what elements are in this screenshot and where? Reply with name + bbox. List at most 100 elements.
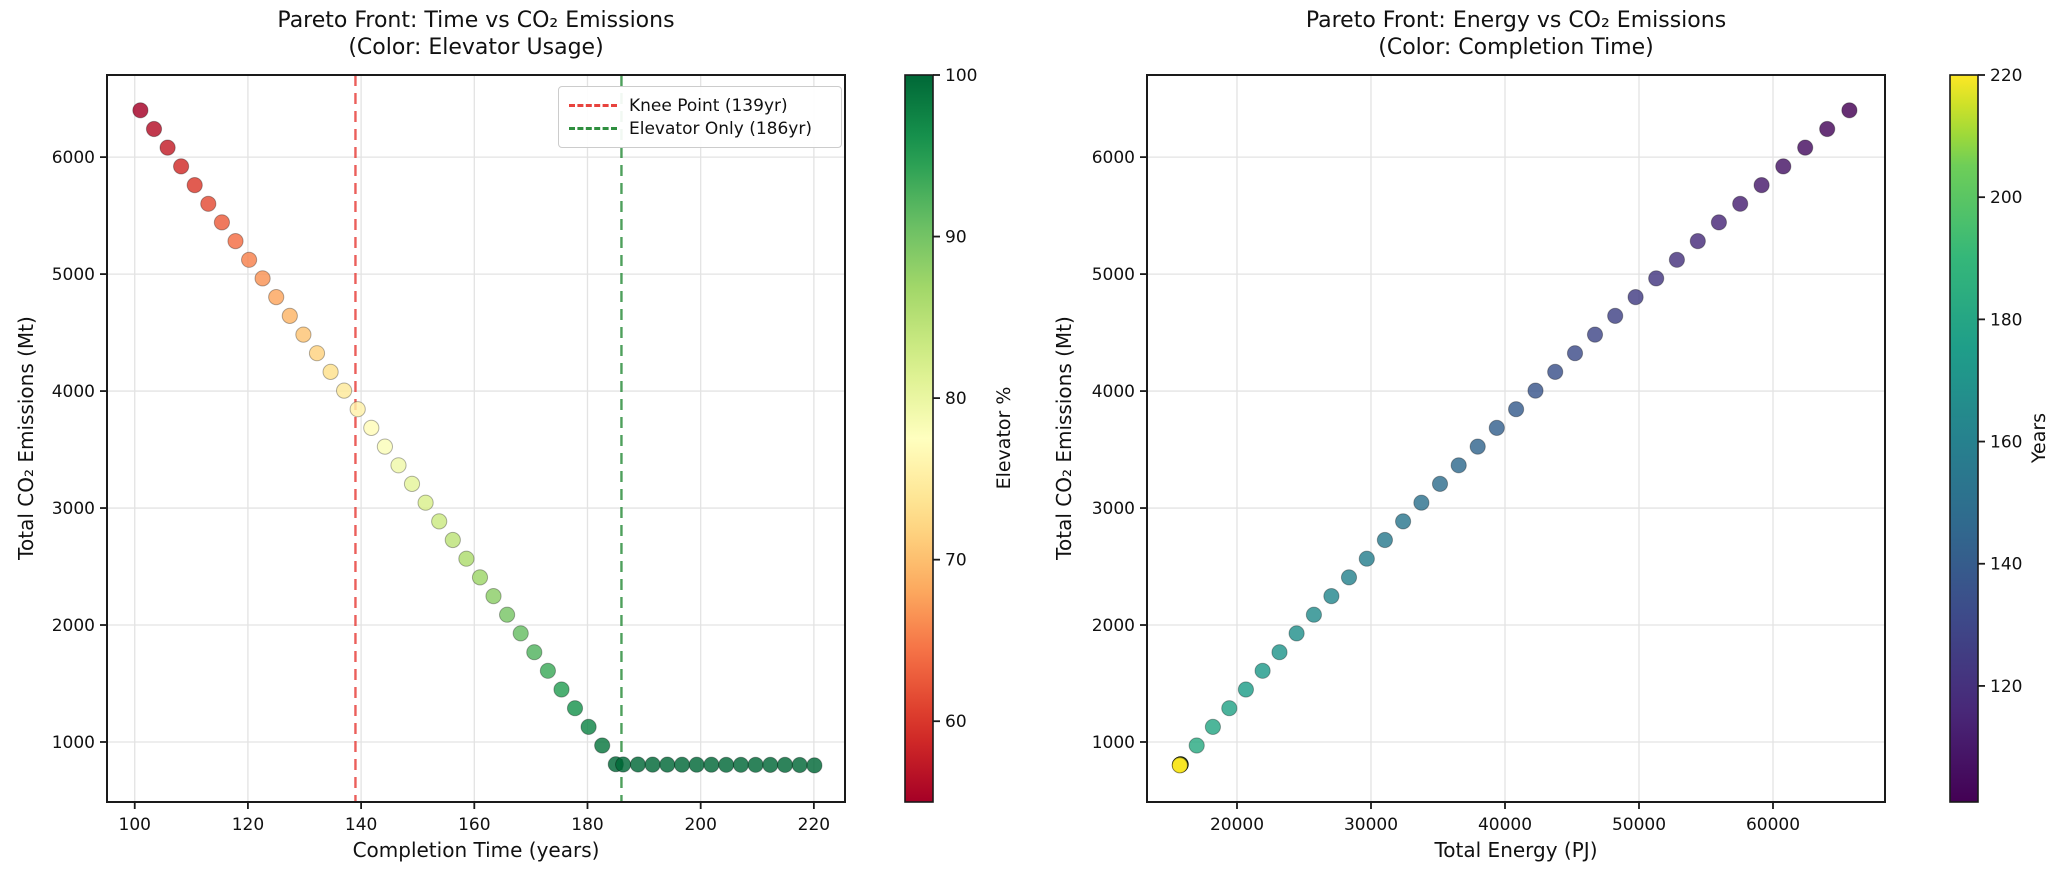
years-colorbar	[1950, 75, 1978, 802]
scatter-point	[747, 756, 764, 773]
y-tick-label: 5000	[52, 265, 95, 285]
scatter-point	[1527, 382, 1544, 399]
scatter-point	[629, 756, 647, 773]
left-chart-title-line2: (Color: Elevator Usage)	[348, 35, 604, 60]
scatter-point	[526, 644, 543, 661]
scatter-point	[186, 177, 203, 194]
scatter-point	[458, 550, 475, 567]
scatter-point	[1648, 270, 1665, 287]
scatter-point	[703, 756, 720, 773]
legend: Knee Point (139yr) Elevator Only (186yr)	[558, 86, 842, 148]
left-plot-area: 100 120 140 160 180 200 220 1000 2000 3000 4000 500…	[52, 66, 978, 835]
colorbar-tick-label: 140	[1990, 555, 2022, 575]
axes-spines	[1146, 74, 1886, 803]
scatter-point	[1797, 139, 1814, 156]
scatter-point	[1488, 419, 1505, 436]
scatter-point	[295, 326, 312, 343]
scatter-point	[580, 718, 597, 736]
scatter-point	[1819, 120, 1836, 138]
y-tick-label: 6000	[52, 148, 95, 168]
scatter-point	[1237, 681, 1255, 698]
scatter-point	[241, 251, 258, 268]
x-tick-label: 40000	[1478, 815, 1532, 835]
legend-item-knee-point: Knee Point (139yr)	[569, 94, 829, 117]
scatter-point	[1775, 158, 1792, 175]
scatter-point	[1254, 662, 1271, 679]
colorbar-tick-label: 100	[945, 66, 977, 86]
scatter-point	[615, 756, 632, 773]
scatter-point	[539, 662, 557, 679]
scatter-point	[791, 756, 808, 774]
colorbar-tick-label: 200	[1990, 188, 2022, 208]
colorbar-tick-label: 80	[945, 389, 967, 409]
colorbar-tick-label: 60	[945, 712, 967, 732]
scatter-point	[566, 700, 584, 717]
scatter-point	[308, 345, 326, 362]
y-tick-label: 3000	[1092, 499, 1135, 519]
scatter-point	[594, 737, 611, 754]
scatter-point	[1271, 644, 1288, 661]
scatter-point	[431, 513, 448, 530]
x-tick-label: 20000	[1210, 815, 1264, 835]
left-xaxis-label: Completion Time (years)	[352, 838, 600, 862]
right-colorbar-label: Years	[2028, 412, 2050, 464]
scatter-point	[227, 233, 244, 250]
scatter-point	[1689, 233, 1706, 250]
x-tick-label: 160	[458, 815, 490, 835]
scatter-point	[322, 363, 339, 380]
scatter-point	[1566, 345, 1584, 362]
scatter-point	[659, 756, 676, 773]
right-chart-title-line2: (Color: Completion Time)	[1378, 35, 1654, 60]
y-tick-label: 3000	[52, 499, 95, 519]
scatter-point	[1627, 289, 1644, 306]
scatter-point	[1753, 177, 1770, 194]
y-tick-label: 2000	[1092, 616, 1135, 636]
scatter-point	[688, 756, 705, 773]
scatter-point	[1358, 550, 1375, 567]
scatter-point	[1607, 307, 1624, 324]
scatter-point	[1413, 494, 1430, 511]
scatter-point	[363, 419, 380, 436]
scatter-point	[132, 102, 149, 119]
scatter-point	[1668, 251, 1686, 268]
left-chart-title: Pareto Front: Time vs CO₂ Emissions (Col…	[107, 7, 845, 61]
scatter-point	[1431, 475, 1449, 492]
x-tick-label: 180	[571, 815, 603, 835]
knee-point-dash-sample	[569, 104, 617, 107]
scatter-point	[173, 158, 190, 175]
right-chart-title: Pareto Front: Energy vs CO₂ Emissions (C…	[1147, 7, 1885, 61]
x-tick-label: 30000	[1344, 815, 1398, 835]
scatter-point	[1305, 606, 1323, 623]
scatter-point	[673, 756, 691, 773]
scatter-point	[644, 756, 661, 773]
colorbar-tick-label: 90	[945, 228, 967, 248]
axes-spines	[106, 74, 846, 803]
left-yaxis-label: Total CO₂ Emissions (Mt)	[14, 316, 38, 560]
x-tick-label: 100	[119, 815, 151, 835]
scatter-point	[718, 756, 735, 773]
right-chart-title-line1: Pareto Front: Energy vs CO₂ Emissions	[1305, 8, 1727, 33]
elevator-percent-colorbar	[905, 75, 933, 802]
scatter-point	[1376, 531, 1394, 549]
scatter-point	[512, 625, 529, 642]
x-tick-label: 200	[684, 815, 716, 835]
colorbar-tick-label: 160	[1990, 433, 2022, 453]
scatter-point	[1469, 438, 1486, 455]
scatter-point	[1710, 214, 1728, 231]
x-tick-label: 140	[345, 815, 377, 835]
scatter-point	[1323, 588, 1340, 605]
x-tick-label: 120	[232, 815, 264, 835]
scatter-point	[403, 475, 421, 492]
scatter-point	[1288, 625, 1305, 642]
y-tick-label: 1000	[1092, 733, 1135, 753]
scatter-point	[485, 588, 502, 605]
scatter-point	[268, 289, 285, 306]
left-chart-title-line1: Pareto Front: Time vs CO₂ Emissions	[277, 8, 675, 33]
scatter-point	[1204, 718, 1222, 736]
scatter-point	[349, 401, 366, 418]
scatter-point	[1395, 513, 1412, 530]
scatter-point	[806, 757, 823, 774]
scatter-point	[1450, 457, 1467, 474]
legend-item-elevator-only: Elevator Only (186yr)	[569, 117, 829, 140]
